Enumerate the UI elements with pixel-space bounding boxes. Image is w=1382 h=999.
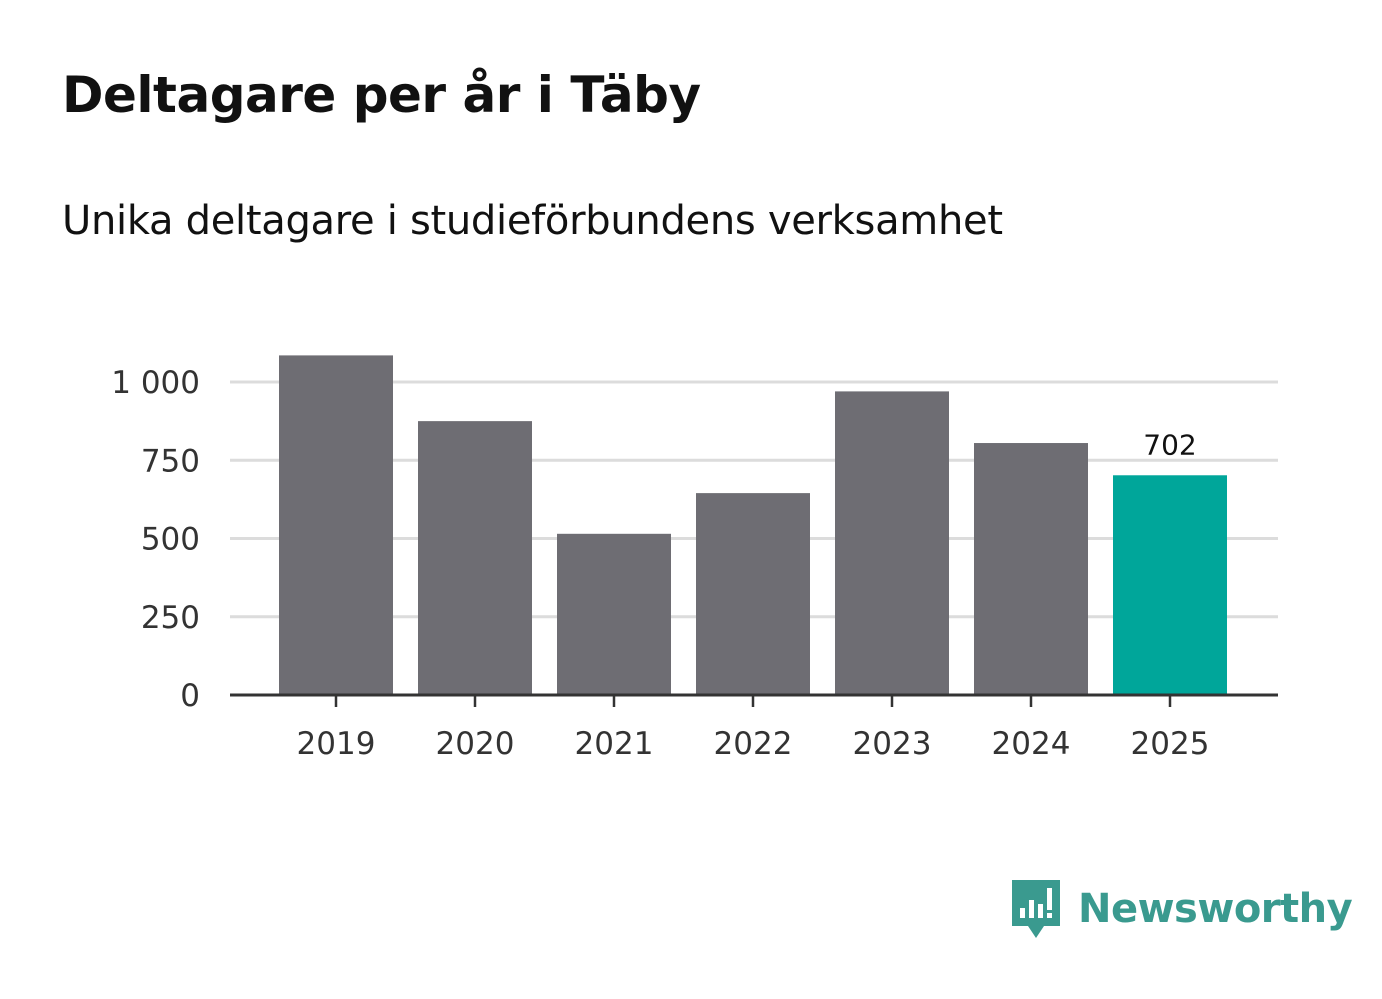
axes (230, 693, 1278, 707)
labels: 0 250 500 750 1 000 2019 2020 2021 2022 2023 2024 2… (111, 365, 1209, 762)
chart-subtitle: Unika deltagare i studieförbundens verks… (62, 198, 1003, 244)
x-tick-label: 2024 (992, 726, 1071, 762)
y-tick-label: 750 (141, 443, 200, 479)
y-tick-label: 250 (141, 600, 200, 636)
x-tick-label: 2021 (575, 726, 654, 762)
x-tick-label: 2025 (1131, 726, 1210, 762)
bar-2021 (557, 533, 671, 695)
bar-2023 (835, 391, 949, 695)
bars (279, 355, 1227, 695)
x-tick-label: 2023 (853, 726, 932, 762)
brand-logo: Newsworthy (1010, 878, 1353, 940)
bar-2025 (1113, 475, 1227, 695)
y-tick-label: 500 (141, 522, 200, 558)
bar-2020 (418, 421, 532, 695)
bar-2024 (974, 443, 1088, 695)
x-tick-label: 2022 (714, 726, 793, 762)
brand-name: Newsworthy (1078, 886, 1353, 932)
y-tick-label: 1 000 (111, 365, 200, 401)
x-tick-label: 2019 (297, 726, 376, 762)
newsworthy-logo-icon (1012, 880, 1060, 938)
x-tick-label: 2020 (436, 726, 515, 762)
chart-title: Deltagare per år i Täby (62, 66, 701, 124)
y-tick-label: 0 (180, 678, 200, 714)
bar-2022 (696, 493, 810, 695)
data-label: 702 (1143, 428, 1196, 461)
bar-2019 (279, 355, 393, 695)
